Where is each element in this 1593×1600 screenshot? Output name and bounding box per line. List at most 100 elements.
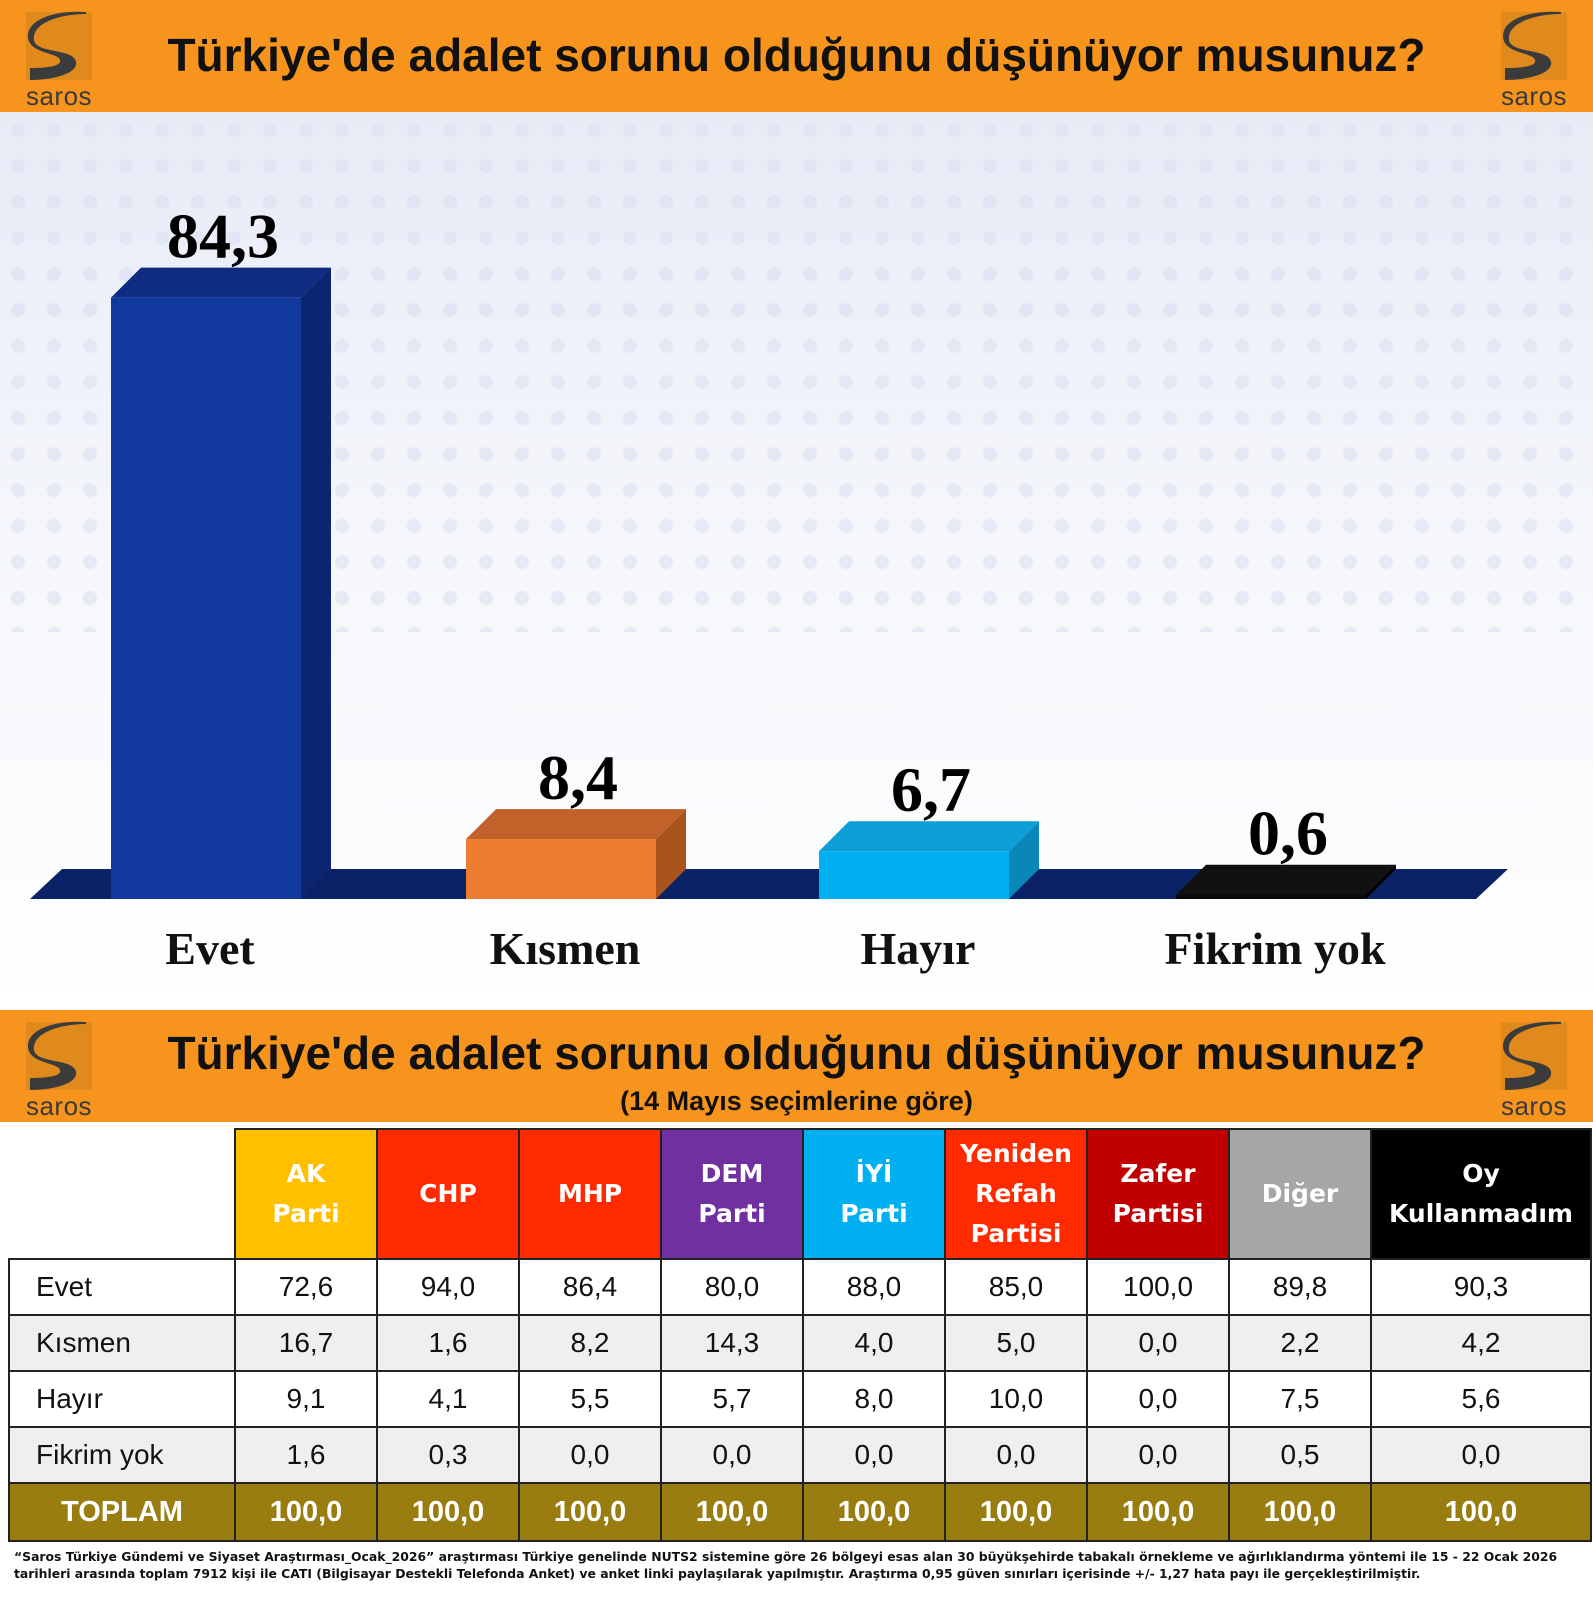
- x-tick-label-evet: Evet: [165, 923, 255, 974]
- total-cell: 100,0: [1370, 1482, 1592, 1542]
- saros-logo-right: saros: [1489, 1014, 1579, 1122]
- logo-text: saros: [1500, 1091, 1568, 1121]
- table-header-row: AK Parti CHP MHP DEM Parti İYİ Parti Yeniden Refa…: [9, 1128, 1592, 1260]
- table-cell: 80,0: [660, 1258, 804, 1316]
- column-header: Zafer Partisi: [1086, 1128, 1230, 1260]
- total-row: TOPLAM 100,0 100,0 100,0 100,0 100,0 100,0 100…: [8, 1482, 1592, 1542]
- saros-s-logo-icon: [1501, 1021, 1567, 1090]
- bar-top-kismen: [466, 809, 686, 840]
- table-cell: 2,2: [1228, 1314, 1372, 1372]
- column-header: MHP: [518, 1128, 662, 1260]
- table-cell: 16,7: [234, 1314, 378, 1372]
- row-label: Fikrim yok: [8, 1426, 236, 1484]
- table-row: Kısmen 16,7 1,6 8,2 14,3 4,0 5,0 0,0 2,2 4,2: [8, 1314, 1592, 1372]
- table-title: Türkiye'de adalet sorunu olduğunu düşünü…: [167, 1027, 1426, 1079]
- table-cell: 1,6: [376, 1314, 520, 1372]
- table-cell: 88,0: [802, 1258, 946, 1316]
- total-cell: 100,0: [376, 1482, 520, 1542]
- table-cell: 8,2: [518, 1314, 662, 1372]
- table-cell: 86,4: [518, 1258, 662, 1316]
- bar-kismen: [466, 839, 656, 899]
- table-cell: 100,0: [1086, 1258, 1230, 1316]
- table-cell: 0,0: [1370, 1426, 1592, 1484]
- table-cell: 0,0: [660, 1426, 804, 1484]
- table-banner: saros Türkiye'de adalet sorunu olduğunu …: [0, 1010, 1593, 1122]
- bar-hayir: [819, 851, 1009, 899]
- column-header: Oy Kullanmadım: [1370, 1128, 1592, 1260]
- table-cell: 0,0: [802, 1426, 946, 1484]
- logo-text: saros: [25, 1091, 93, 1121]
- crosstab-table: AK Parti CHP MHP DEM Parti İYİ Parti Yeniden Refa…: [8, 1128, 1592, 1542]
- data-label-evet: 84,3: [167, 201, 279, 272]
- table-cell: 5,0: [944, 1314, 1088, 1372]
- table-cell: 9,1: [234, 1370, 378, 1428]
- chart-area: 84,3 Evet 8,4 Kısmen 6,7 Hayır 0,6 Fikrim yok: [0, 112, 1593, 1010]
- bar-top-hayir: [819, 821, 1039, 852]
- total-label: TOPLAM: [8, 1482, 236, 1542]
- table-cell: 0,0: [518, 1426, 662, 1484]
- bar-top-fikrim-yok: [1176, 864, 1396, 895]
- column-header: Yeniden Refah Partisi: [944, 1128, 1088, 1260]
- table-row: Hayır 9,1 4,1 5,5 5,7 8,0 10,0 0,0 7,5 5,6: [8, 1370, 1592, 1428]
- data-label-kismen: 8,4: [538, 742, 618, 813]
- table-cell: 85,0: [944, 1258, 1088, 1316]
- table-cell: 7,5: [1228, 1370, 1372, 1428]
- table-cell: 4,2: [1370, 1314, 1592, 1372]
- bar-side-fikrim-yok: [1366, 864, 1396, 899]
- saros-logo-right: saros: [1489, 4, 1579, 112]
- bar-side-evet: [301, 267, 331, 899]
- chart-floor: [30, 869, 1508, 899]
- saros-s-logo-icon: [26, 1021, 92, 1090]
- saros-logo-left: saros: [14, 1014, 104, 1122]
- table-cell: 14,3: [660, 1314, 804, 1372]
- saros-s-logo-icon: [26, 11, 92, 81]
- column-header: CHP: [376, 1128, 520, 1260]
- table-cell: 4,1: [376, 1370, 520, 1428]
- crosstab-table-wrapper: AK Parti CHP MHP DEM Parti İYİ Parti Yeniden Refa…: [8, 1128, 1592, 1542]
- table-cell: 89,8: [1228, 1258, 1372, 1316]
- table-cell: 0,0: [1086, 1370, 1230, 1428]
- total-cell: 100,0: [944, 1482, 1088, 1542]
- total-cell: 100,0: [660, 1482, 804, 1542]
- total-cell: 100,0: [1086, 1482, 1230, 1542]
- data-label-fikrim-yok: 0,6: [1248, 798, 1328, 869]
- saros-s-logo-icon: [1501, 11, 1567, 81]
- top-banner: saros Türkiye'de adalet sorunu olduğunu …: [0, 0, 1593, 112]
- table-cell: 8,0: [802, 1370, 946, 1428]
- table-cell: 72,6: [234, 1258, 378, 1316]
- column-header: İYİ Parti: [802, 1128, 946, 1260]
- total-cell: 100,0: [518, 1482, 662, 1542]
- logo-text: saros: [25, 81, 93, 111]
- table-cell: 5,5: [518, 1370, 662, 1428]
- table-cell: 90,3: [1370, 1258, 1592, 1316]
- total-cell: 100,0: [1228, 1482, 1372, 1542]
- methodology-footnote: “Saros Türkiye Gündemi ve Siyaset Araştı…: [14, 1549, 1558, 1581]
- bar-top-evet: [111, 267, 331, 298]
- row-label: Kısmen: [8, 1314, 236, 1372]
- column-header: Diğer: [1228, 1128, 1372, 1260]
- table-cell: 1,6: [234, 1426, 378, 1484]
- table-cell: 0,3: [376, 1426, 520, 1484]
- table-cell: 0,0: [944, 1426, 1088, 1484]
- table-row: Evet 72,6 94,0 86,4 80,0 88,0 85,0 100,0 89,8 90,…: [8, 1258, 1592, 1316]
- table-cell: 10,0: [944, 1370, 1088, 1428]
- table-cell: 94,0: [376, 1258, 520, 1316]
- bar-side-kismen: [656, 809, 686, 899]
- x-tick-label-fikrim-yok: Fikrim yok: [1164, 923, 1385, 974]
- table-cell: 5,7: [660, 1370, 804, 1428]
- data-label-hayir: 6,7: [891, 754, 971, 825]
- table-cell: 0,5: [1228, 1426, 1372, 1484]
- table-cell: 0,0: [1086, 1426, 1230, 1484]
- bar-side-hayir: [1009, 821, 1039, 899]
- table-cell: 0,0: [1086, 1314, 1230, 1372]
- saros-logo-left: saros: [14, 4, 104, 112]
- row-label: Evet: [8, 1258, 236, 1316]
- row-label: Hayır: [8, 1370, 236, 1428]
- table-subtitle: (14 Mayıs seçimlerine göre): [620, 1086, 973, 1116]
- corner-cell: [9, 1129, 235, 1259]
- bar-chart: 84,3 Evet 8,4 Kısmen 6,7 Hayır 0,6 Fikrim yok: [0, 112, 1593, 974]
- x-tick-label-hayir: Hayır: [861, 923, 976, 974]
- table-cell: 5,6: [1370, 1370, 1592, 1428]
- chart-title: Türkiye'de adalet sorunu olduğunu düşünü…: [167, 29, 1426, 81]
- table-cell: 4,0: [802, 1314, 946, 1372]
